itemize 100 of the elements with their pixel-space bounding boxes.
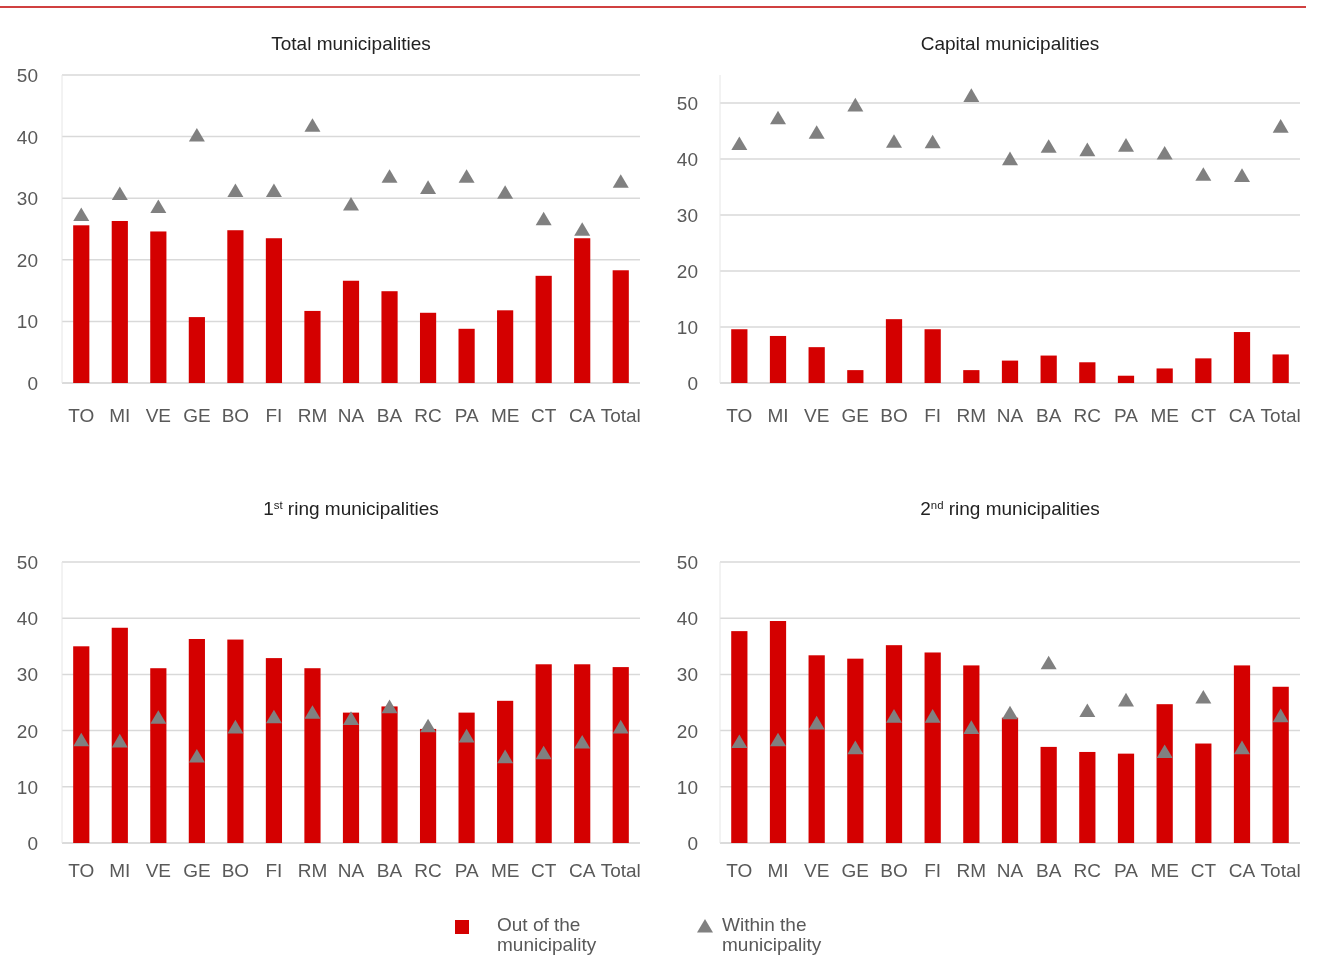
legend-label: Within the municipality (722, 914, 822, 955)
point (458, 169, 475, 183)
x-tick-label: CA (1228, 860, 1256, 881)
bar (188, 317, 205, 383)
x-tick-label: RM (297, 860, 328, 881)
x-tick-label: BO (221, 860, 250, 881)
bar (1117, 375, 1135, 383)
x-tick-label: MI (767, 405, 789, 426)
point (963, 88, 980, 102)
bar (342, 712, 360, 843)
x-tick-label: BO (221, 405, 250, 426)
point (886, 134, 902, 148)
point (574, 222, 591, 236)
point (924, 709, 941, 723)
bar (731, 631, 748, 843)
point (1079, 703, 1096, 718)
x-tick-label: ME (490, 405, 520, 426)
point (111, 186, 128, 201)
bar (963, 665, 980, 843)
point (612, 174, 629, 188)
bar (1001, 717, 1019, 843)
legend-label: Out of the municipality (497, 914, 597, 955)
x-tick-label: MI (109, 860, 131, 881)
x-tick-label: CA (1228, 405, 1256, 426)
x-tick-label: GE (183, 405, 211, 426)
y-tick-label: 50 (676, 552, 698, 573)
bar (808, 655, 825, 843)
point (1234, 168, 1250, 182)
y-tick-label: 20 (676, 261, 698, 282)
point (304, 705, 321, 719)
point (381, 699, 398, 714)
x-tick-label: CA (569, 405, 596, 426)
point (343, 196, 359, 211)
x-tick-label: VE (803, 405, 830, 426)
bar (497, 310, 514, 383)
x-tick-label: RM (956, 860, 987, 881)
x-tick-label: Total (1260, 405, 1301, 426)
x-tick-label: CT (531, 860, 557, 881)
x-tick-label: ME (490, 860, 520, 881)
x-tick-label: RC (1073, 405, 1102, 426)
point (1156, 145, 1173, 160)
bar (1233, 665, 1251, 843)
x-tick-label: Total (1260, 860, 1301, 881)
x-tick-label: BA (1035, 860, 1062, 881)
y-tick-label: 30 (16, 188, 38, 210)
y-tick-label: 0 (27, 833, 38, 854)
point (808, 715, 825, 730)
y-tick-label: 50 (676, 93, 698, 114)
bar (808, 347, 825, 383)
x-tick-label: BA (376, 405, 403, 426)
bar (111, 220, 128, 383)
bar (304, 668, 321, 843)
y-tick-label: 20 (16, 249, 38, 271)
point (924, 134, 941, 149)
bar (1272, 686, 1289, 843)
x-tick-label: VE (803, 860, 830, 881)
chart-title: Total municipalities (271, 33, 431, 54)
point (420, 180, 437, 194)
bar (73, 646, 90, 843)
y-tick-label: 40 (16, 608, 38, 630)
point (497, 749, 514, 764)
x-tick-label: GE (841, 405, 870, 426)
point (612, 719, 629, 734)
y-tick-label: 10 (16, 776, 38, 798)
x-tick-label: PA (454, 860, 479, 881)
point (731, 734, 748, 748)
point (1272, 119, 1289, 133)
y-tick-label: 40 (676, 149, 698, 170)
chart-title: 1$^{st}$ ring municipalities (263, 498, 439, 519)
bar (1079, 751, 1096, 843)
point (458, 728, 475, 743)
y-tick-label: 20 (16, 720, 38, 742)
x-tick-label: Total (600, 405, 641, 426)
x-tick-label: CT (531, 405, 557, 426)
bar (1272, 354, 1289, 383)
x-tick-label: ME (1150, 860, 1179, 881)
x-tick-label: FI (265, 405, 283, 426)
y-tick-label: 20 (676, 720, 698, 742)
point (1272, 708, 1289, 723)
x-tick-label: BA (1035, 405, 1062, 426)
point (497, 185, 514, 199)
x-tick-label: MI (109, 405, 131, 426)
x-tick-label: CT (1190, 860, 1217, 881)
point (1195, 690, 1212, 704)
bar (1156, 704, 1173, 843)
bar (535, 275, 552, 383)
point (1118, 138, 1134, 152)
point (963, 720, 980, 734)
point (150, 199, 167, 214)
point (73, 732, 90, 747)
bar (150, 668, 167, 843)
bar (1040, 746, 1057, 843)
bar (1195, 358, 1212, 383)
x-tick-label: RM (956, 405, 987, 426)
point (1079, 142, 1096, 157)
bar (1117, 753, 1135, 843)
point (847, 97, 864, 112)
x-tick-label: FI (924, 405, 942, 426)
bar (612, 270, 629, 383)
point (1156, 744, 1173, 759)
